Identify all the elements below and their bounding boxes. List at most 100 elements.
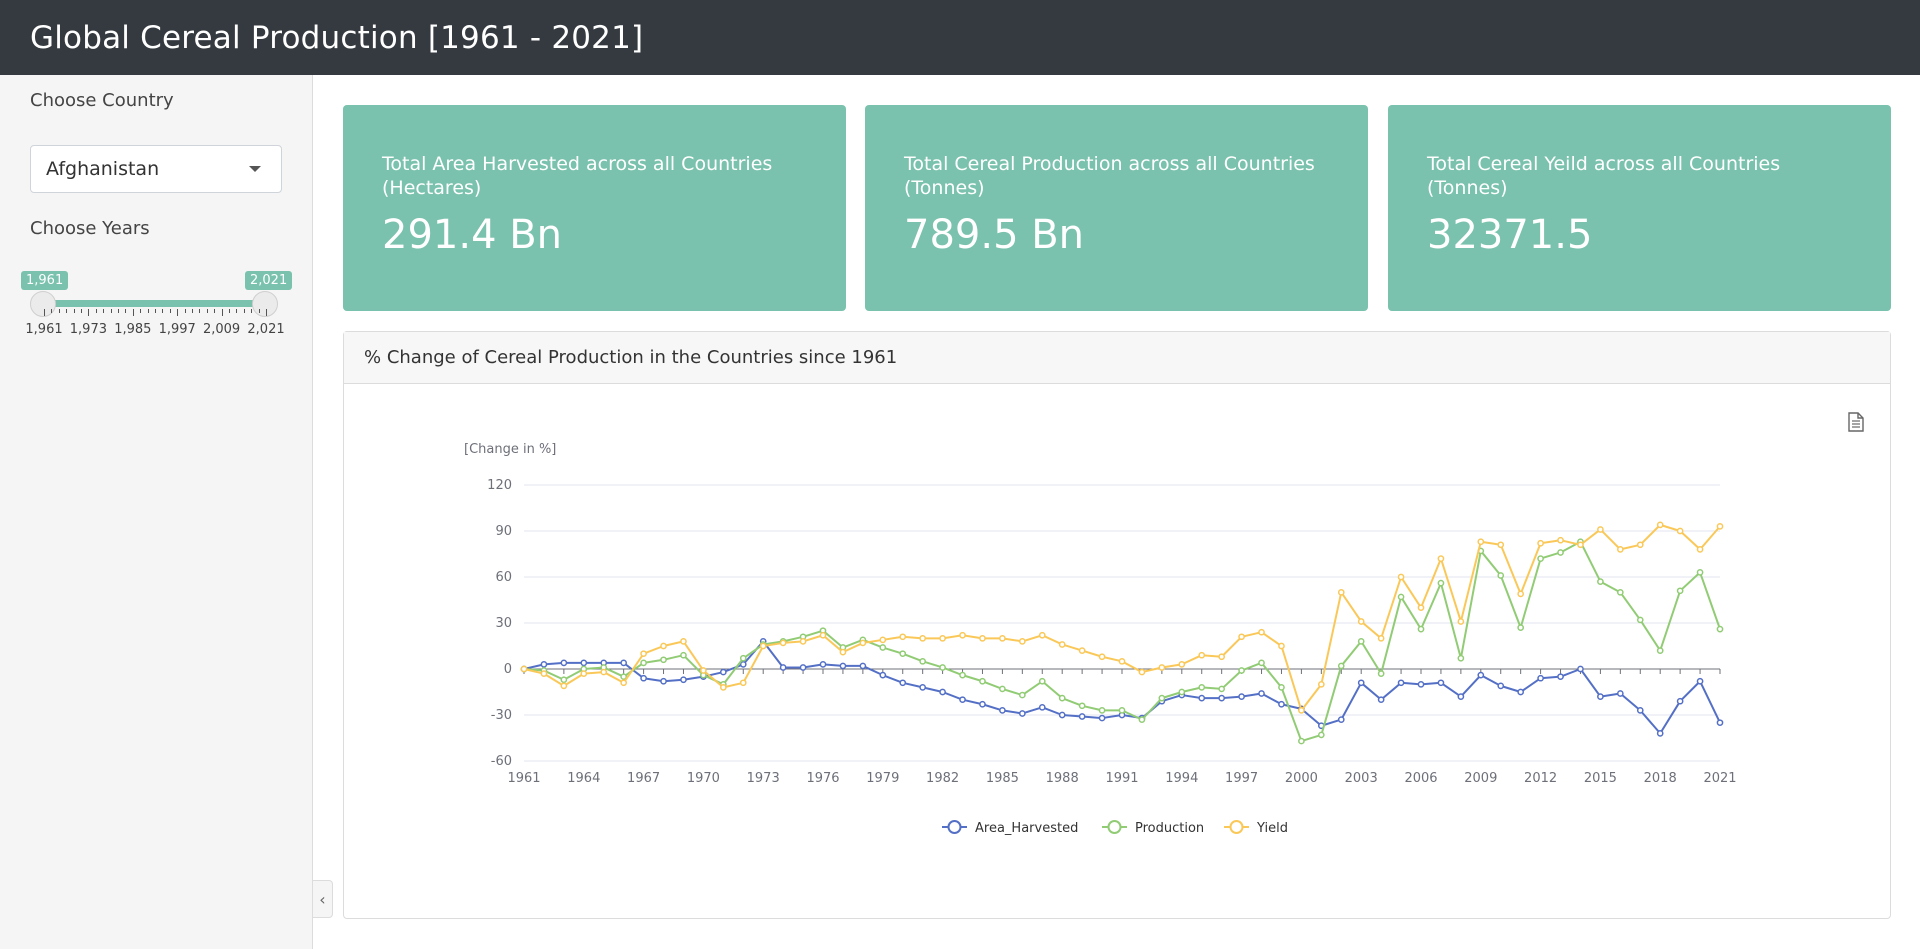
country-select[interactable]: Afghanistan: [30, 145, 282, 193]
data-point: [1597, 578, 1604, 585]
data-point: [939, 634, 946, 642]
data-point: [640, 659, 647, 667]
data-point: [899, 679, 907, 687]
data-point: [1377, 696, 1385, 704]
data-point: [839, 662, 847, 670]
y-tick-label: -60: [491, 754, 512, 769]
data-point: [1298, 737, 1305, 745]
slider-tick: [58, 309, 60, 313]
data-point: [580, 670, 588, 677]
data-point: [1158, 664, 1166, 671]
slider-tick: [236, 309, 238, 313]
slider-tick: [88, 309, 90, 316]
data-point: [1258, 690, 1265, 697]
slider-tick-label: 1,973: [69, 322, 107, 337]
data-point: [919, 684, 927, 691]
slider-tick: [132, 309, 134, 316]
data-point: [680, 638, 687, 645]
slider-track: [44, 300, 266, 307]
data-point: [1377, 634, 1385, 642]
x-tick-label: 1967: [627, 771, 660, 786]
slider-tick-label: 1,961: [25, 322, 63, 337]
data-point: [620, 659, 628, 667]
data-point: [1118, 707, 1126, 714]
data-point: [1278, 700, 1285, 708]
data-point: [1138, 716, 1146, 723]
slider-tick: [229, 309, 230, 313]
data-point: [620, 679, 628, 687]
data-point: [839, 648, 847, 656]
area-harvested-card: Total Area Harvested across all Countrie…: [343, 105, 846, 311]
x-tick-label: 1982: [926, 771, 959, 786]
data-point: [879, 644, 887, 651]
data-point: [1078, 647, 1086, 654]
data-point: [1577, 665, 1584, 673]
data-point: [1716, 625, 1724, 633]
data-point: [1656, 647, 1664, 654]
slider-min-badge: 1,961: [21, 271, 69, 290]
data-point: [939, 664, 946, 671]
data-point: [1437, 579, 1445, 587]
data-point: [1457, 618, 1465, 625]
slider-tick: [266, 309, 267, 316]
data-point: [799, 638, 807, 645]
data-point: [1417, 680, 1425, 688]
data-point: [739, 661, 747, 668]
data-point: [1477, 671, 1485, 679]
y-tick-label: 0: [504, 662, 512, 677]
slider-tick: [155, 309, 156, 313]
data-point: [1158, 694, 1166, 702]
data-point: [1437, 555, 1445, 562]
data-point: [1457, 693, 1465, 700]
data-point: [1716, 523, 1724, 530]
data-point: [1357, 679, 1365, 687]
data-point: [1557, 549, 1564, 556]
data-point: [660, 677, 667, 685]
slider-tick: [251, 309, 253, 313]
data-point: [1098, 653, 1106, 661]
data-point: [1218, 653, 1226, 661]
data-point: [1397, 679, 1405, 687]
legend-label: Yield: [1256, 821, 1288, 836]
slider-tick: [140, 309, 142, 313]
x-tick-label: 2006: [1404, 771, 1437, 786]
slider-tick-label: 1,985: [114, 322, 152, 337]
data-point: [1317, 731, 1325, 739]
x-tick-label: 1970: [687, 771, 720, 786]
chart-legend: Area_Harvested Production Yield: [942, 820, 1288, 836]
data-point: [1337, 588, 1345, 596]
data-point: [1198, 694, 1206, 702]
slider-tick: [147, 309, 149, 313]
slider-max-handle[interactable]: [252, 291, 278, 317]
data-point: [1597, 693, 1604, 700]
slider-min-handle[interactable]: [30, 291, 56, 317]
document-icon[interactable]: [1848, 412, 1864, 432]
data-point: [1696, 546, 1704, 553]
years-range-slider[interactable]: 1,961 2,021 1,961 1,973 1,985 1,997 2,009 2,0…: [21, 271, 293, 341]
sidebar-collapse-button[interactable]: ‹: [313, 880, 333, 918]
series-area-harvested: [520, 638, 1724, 737]
slider-tick: [258, 309, 260, 313]
y-tick-label: 60: [495, 570, 512, 585]
slider-tick: [81, 309, 82, 313]
slider-tick: [110, 309, 112, 313]
data-point: [660, 656, 667, 664]
legend-label: Production: [1135, 821, 1204, 836]
x-tick-label: 1973: [747, 771, 780, 786]
y-tick-label: 120: [487, 478, 512, 493]
data-point: [1377, 670, 1385, 677]
legend-label: Area_Harvested: [975, 821, 1078, 836]
data-point: [1038, 631, 1046, 639]
card-value: 789.5 Bn: [904, 212, 1085, 258]
data-point: [779, 664, 787, 671]
data-point: [819, 661, 827, 668]
data-point: [680, 676, 687, 684]
data-point: [1417, 604, 1425, 612]
data-point: [979, 677, 986, 685]
data-point: [1616, 546, 1624, 553]
data-point: [1397, 593, 1405, 601]
data-point: [1636, 707, 1644, 714]
data-point: [1457, 654, 1465, 662]
data-point: [1517, 590, 1525, 598]
slider-tick: [95, 309, 97, 313]
